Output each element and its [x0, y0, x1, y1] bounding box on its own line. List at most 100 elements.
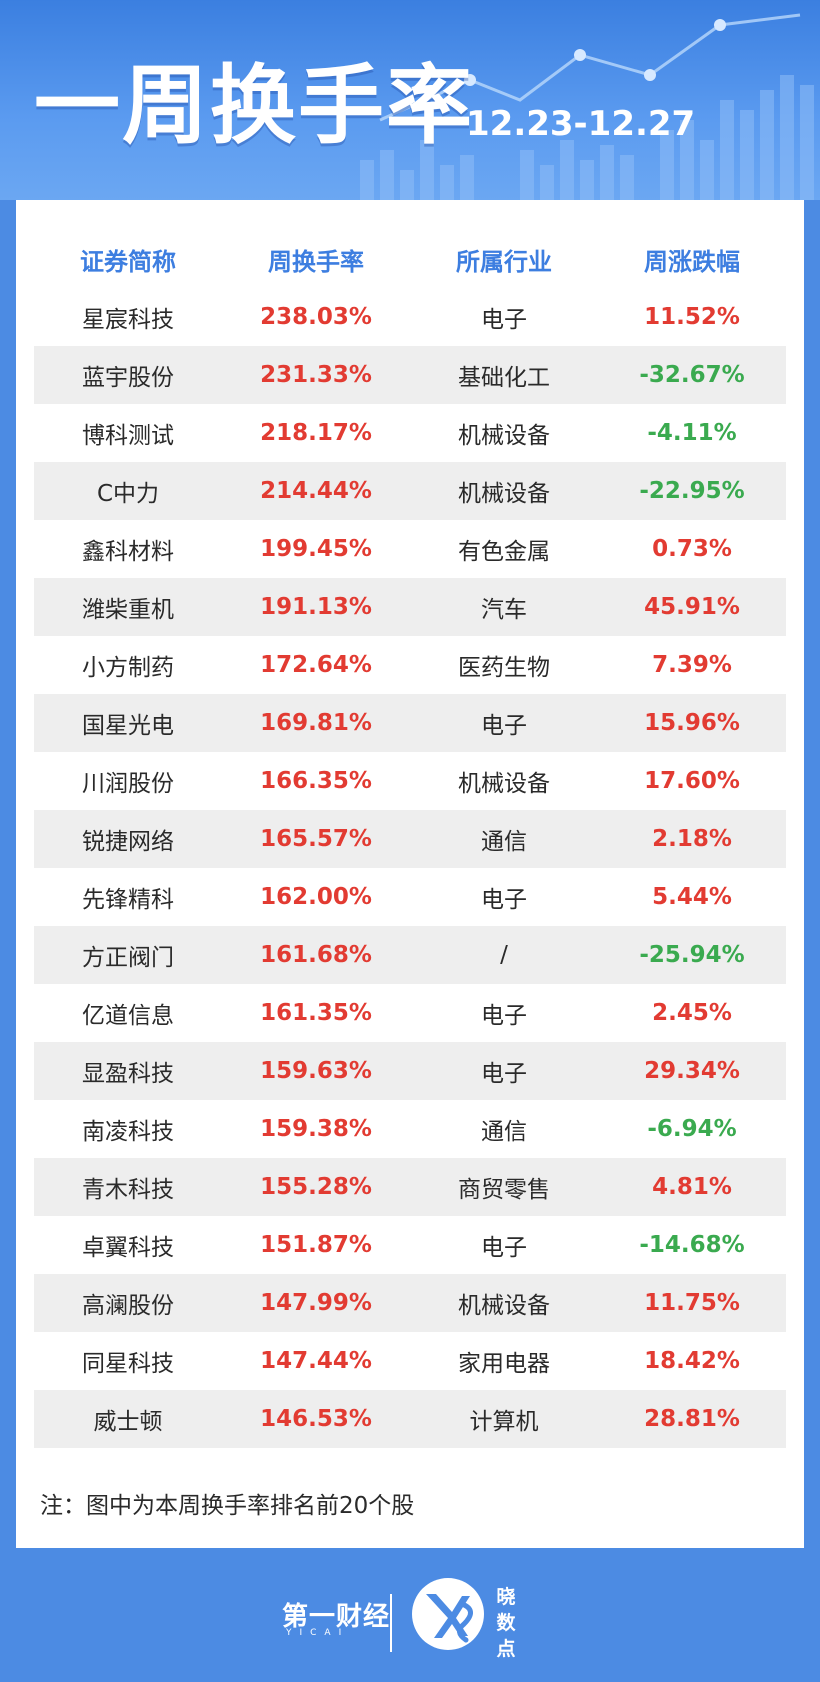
- table-row: 威士顿 146.53% 计算机 28.81%: [34, 1390, 786, 1448]
- industry-cell: 电子: [481, 887, 527, 913]
- industry-cell: 商贸零售: [458, 1177, 550, 1203]
- table-row: 川润股份 166.35% 机械设备 17.60%: [34, 752, 786, 810]
- turnover-rate-cell: 199.45%: [260, 536, 372, 562]
- turnover-rate-cell: 172.64%: [260, 652, 372, 678]
- table-row: 南凌科技 159.38% 通信 -6.94%: [34, 1100, 786, 1158]
- stock-name-cell: 威士顿: [93, 1409, 163, 1435]
- table-row: 国星光电 169.81% 电子 15.96%: [34, 694, 786, 752]
- weekly-change-cell: 29.34%: [644, 1058, 740, 1084]
- industry-cell: 家用电器: [458, 1351, 550, 1377]
- table-row: 博科测试 218.17% 机械设备 -4.11%: [34, 404, 786, 462]
- page-title: 一周换手率: [34, 56, 474, 156]
- stock-name-cell: 青木科技: [82, 1177, 174, 1203]
- xiaoshudian-logo-icon: [412, 1578, 484, 1650]
- weekly-change-cell: 0.73%: [652, 536, 732, 562]
- weekly-change-cell: 15.96%: [644, 710, 740, 736]
- table-row: 潍柴重机 191.13% 汽车 45.91%: [34, 578, 786, 636]
- turnover-rate-cell: 165.57%: [260, 826, 372, 852]
- industry-cell: 机械设备: [458, 771, 550, 797]
- weekly-change-cell: -32.67%: [639, 362, 745, 388]
- column-header-change: 周涨跌幅: [644, 247, 740, 276]
- stock-name-cell: 鑫科材料: [82, 539, 174, 565]
- turnover-rate-cell: 166.35%: [260, 768, 372, 794]
- weekly-change-cell: 17.60%: [644, 768, 740, 794]
- chart-decoration-icon: [360, 13, 814, 200]
- stock-name-cell: 小方制药: [82, 655, 174, 681]
- industry-cell: 电子: [481, 1235, 527, 1261]
- turnover-rate-cell: 162.00%: [260, 884, 372, 910]
- table-row: 小方制药 172.64% 医药生物 7.39%: [34, 636, 786, 694]
- table-row: 亿道信息 161.35% 电子 2.45%: [34, 984, 786, 1042]
- industry-cell: 通信: [481, 829, 527, 855]
- stock-name-cell: 先锋精科: [82, 887, 174, 913]
- table-row: 高澜股份 147.99% 机械设备 11.75%: [34, 1274, 786, 1332]
- turnover-rate-cell: 169.81%: [260, 710, 372, 736]
- weekly-change-cell: 5.44%: [652, 884, 732, 910]
- table-row: 显盈科技 159.63% 电子 29.34%: [34, 1042, 786, 1100]
- stock-name-cell: 亿道信息: [82, 1003, 174, 1029]
- turnover-rate-cell: 147.99%: [260, 1290, 372, 1316]
- turnover-rate-cell: 151.87%: [260, 1232, 372, 1258]
- content-card: 证券简称 周换手率 所属行业 周涨跌幅 星宸科技 238.03% 电子 11.52% 蓝…: [16, 200, 804, 1548]
- weekly-change-cell: 7.39%: [652, 652, 732, 678]
- industry-cell: 机械设备: [458, 423, 550, 449]
- weekly-change-cell: 45.91%: [644, 594, 740, 620]
- turnover-rate-cell: 214.44%: [260, 478, 372, 504]
- table-row: 同星科技 147.44% 家用电器 18.42%: [34, 1332, 786, 1390]
- stock-name-cell: 国星光电: [82, 713, 174, 739]
- stock-name-cell: 高澜股份: [82, 1293, 174, 1319]
- industry-cell: 通信: [481, 1119, 527, 1145]
- stock-name-cell: 潍柴重机: [82, 597, 174, 623]
- stock-name-cell: 卓翼科技: [82, 1235, 174, 1261]
- stock-name-cell: 博科测试: [82, 423, 174, 449]
- turnover-rate-cell: 155.28%: [260, 1174, 372, 1200]
- page-footer: 第一财经 YICAI 晓数点: [0, 1548, 820, 1682]
- footnote: 注：图中为本周换手率排名前20个股: [40, 1493, 415, 1519]
- page-header: 一周换手率 12.23-12.27: [0, 0, 820, 200]
- footer-divider: [390, 1594, 392, 1652]
- table-row: 蓝宇股份 231.33% 基础化工 -32.67%: [34, 346, 786, 404]
- table-row: 方正阀门 161.68% / -25.94%: [34, 926, 786, 984]
- turnover-rate-cell: 231.33%: [260, 362, 372, 388]
- yicai-logo-icon: 第一财经: [282, 1602, 391, 1632]
- stock-name-cell: 南凌科技: [82, 1119, 174, 1145]
- weekly-change-cell: 11.75%: [644, 1290, 740, 1316]
- weekly-change-cell: 2.18%: [652, 826, 732, 852]
- stock-name-cell: 川润股份: [82, 771, 174, 797]
- industry-cell: 有色金属: [458, 539, 550, 565]
- stock-name-cell: 蓝宇股份: [82, 365, 174, 391]
- weekly-change-cell: -6.94%: [647, 1116, 737, 1142]
- table-row: 鑫科材料 199.45% 有色金属 0.73%: [34, 520, 786, 578]
- stock-name-cell: 锐捷网络: [82, 829, 174, 855]
- turnover-rate-cell: 218.17%: [260, 420, 372, 446]
- weekly-change-cell: -22.95%: [639, 478, 745, 504]
- xiaoshudian-label: 晓数点: [496, 1586, 516, 1660]
- industry-cell: 电子: [481, 713, 527, 739]
- industry-cell: /: [500, 942, 508, 968]
- turnover-rate-cell: 146.53%: [260, 1406, 372, 1432]
- table-body: 星宸科技 238.03% 电子 11.52% 蓝宇股份 231.33% 基础化工 -32.67…: [34, 288, 786, 1448]
- industry-cell: 医药生物: [458, 655, 550, 681]
- table-row: 卓翼科技 151.87% 电子 -14.68%: [34, 1216, 786, 1274]
- weekly-change-cell: 4.81%: [652, 1174, 732, 1200]
- weekly-change-cell: 11.52%: [644, 304, 740, 330]
- column-header-turnover: 周换手率: [268, 247, 364, 276]
- industry-cell: 电子: [481, 307, 527, 333]
- industry-cell: 机械设备: [458, 481, 550, 507]
- turnover-table: 证券简称 周换手率 所属行业 周涨跌幅 星宸科技 238.03% 电子 11.52% 蓝…: [34, 230, 786, 1448]
- weekly-change-cell: 2.45%: [652, 1000, 732, 1026]
- table-row: 先锋精科 162.00% 电子 5.44%: [34, 868, 786, 926]
- weekly-change-cell: -25.94%: [639, 942, 745, 968]
- turnover-rate-cell: 159.38%: [260, 1116, 372, 1142]
- turnover-rate-cell: 191.13%: [260, 594, 372, 620]
- date-range: 12.23-12.27: [466, 104, 696, 144]
- table-header: 证券简称 周换手率 所属行业 周涨跌幅: [34, 230, 786, 288]
- weekly-change-cell: 18.42%: [644, 1348, 740, 1374]
- industry-cell: 电子: [481, 1061, 527, 1087]
- turnover-rate-cell: 238.03%: [260, 304, 372, 330]
- stock-name-cell: 方正阀门: [82, 945, 174, 971]
- yicai-logo-sub: YICAI: [286, 1628, 350, 1638]
- industry-cell: 电子: [481, 1003, 527, 1029]
- weekly-change-cell: -4.11%: [647, 420, 737, 446]
- industry-cell: 机械设备: [458, 1293, 550, 1319]
